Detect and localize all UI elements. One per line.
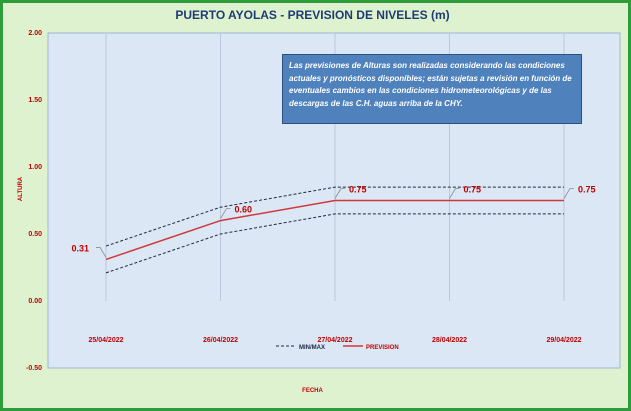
data-label: 0.75 [349,185,367,195]
y-tick-label: -0.50 [26,365,42,372]
y-tick-label: 0.00 [28,298,42,305]
series-line-prevision [105,199,564,261]
data-label: 0.31 [71,243,89,253]
data-label-callout [563,188,574,199]
y-tick-label: 0.50 [28,231,42,238]
data-label-callout [96,247,107,258]
legend-label-minmax: MIN/MAX [299,345,325,351]
y-tick-label: 1.50 [28,97,42,104]
x-tick-label: 28/04/2022 [432,337,467,344]
series-line-min [105,213,564,274]
forecast-note: Las previsiones de Alturas son realizada… [282,54,582,124]
x-tick-label: 25/04/2022 [88,337,123,344]
data-label-callout [449,188,460,199]
x-tick-label: 26/04/2022 [203,337,238,344]
y-tick-label: 1.00 [28,164,42,171]
data-label: 0.60 [235,205,253,215]
x-tick-label: 27/04/2022 [317,337,352,344]
data-label: 0.75 [578,185,596,195]
legend-label-prevision: PREVISION [366,345,399,351]
y-tick-label: 2.00 [28,30,42,37]
x-tick-label: 29/04/2022 [546,337,581,344]
chart-title: PUERTO AYOLAS - PREVISION DE NIVELES (m) [175,8,450,22]
data-label-callout [334,188,345,199]
series-line-max [105,186,564,247]
x-axis-label: FECHA [302,388,323,394]
data-label-callout [220,208,231,219]
data-label: 0.75 [464,185,482,195]
